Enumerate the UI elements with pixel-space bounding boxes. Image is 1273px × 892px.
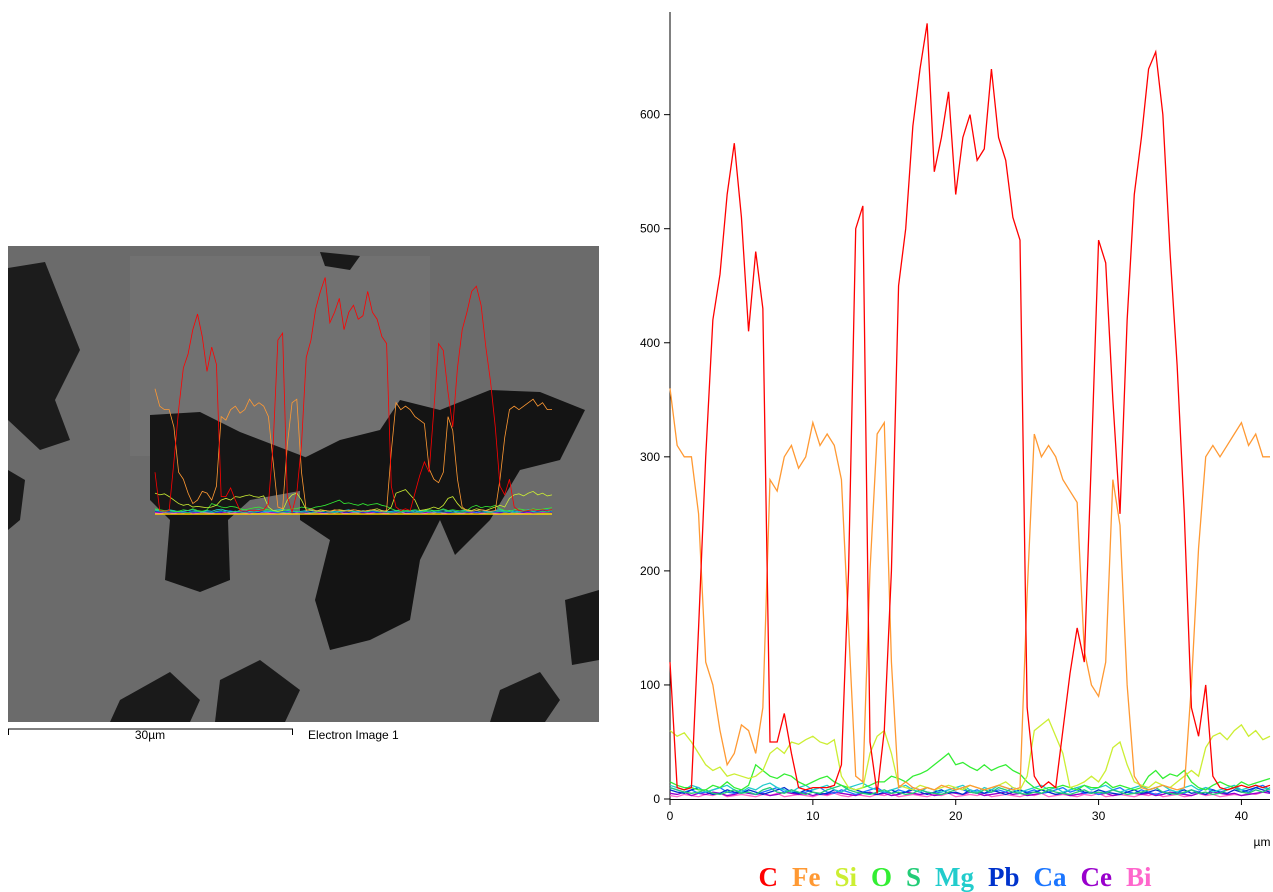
series-line bbox=[669, 752, 1271, 791]
x-tick-label: 30 bbox=[1092, 809, 1106, 823]
series-line bbox=[669, 782, 1271, 793]
legend-entry: C bbox=[758, 862, 778, 892]
series-line bbox=[669, 388, 1270, 791]
inclusion bbox=[490, 672, 560, 722]
x-tick-label: 20 bbox=[949, 809, 963, 823]
y-tick-label: 600 bbox=[640, 108, 660, 122]
image-caption: Electron Image 1 bbox=[308, 728, 399, 742]
legend-entry: S bbox=[906, 862, 921, 892]
inclusion bbox=[110, 672, 200, 722]
legend-entry: Ca bbox=[1034, 862, 1067, 892]
x-tick-label: 0 bbox=[667, 809, 674, 823]
inclusion bbox=[320, 252, 360, 270]
overlay-line bbox=[154, 277, 553, 514]
legend-entry: Ce bbox=[1081, 862, 1112, 892]
y-tick-label: 200 bbox=[640, 564, 660, 578]
electron-image: 30µm Electron Image 1 bbox=[8, 246, 599, 742]
legend-entry: Bi bbox=[1126, 862, 1152, 892]
inclusion bbox=[8, 470, 25, 530]
x-tick-label: 10 bbox=[806, 809, 820, 823]
inclusion bbox=[150, 412, 330, 592]
y-tick-label: 0 bbox=[653, 792, 660, 806]
overlay-line bbox=[154, 509, 553, 514]
series-line bbox=[669, 784, 1271, 796]
legend-entry: O bbox=[871, 862, 892, 892]
inclusion bbox=[8, 262, 80, 450]
series-line bbox=[669, 23, 1271, 794]
inclusion bbox=[215, 660, 300, 722]
y-tick-label: 400 bbox=[640, 336, 660, 350]
x-tick-label: 40 bbox=[1235, 809, 1249, 823]
legend-entry: Si bbox=[834, 862, 857, 892]
y-tick-label: 100 bbox=[640, 678, 660, 692]
overlay-line bbox=[154, 388, 552, 512]
inclusion bbox=[300, 390, 585, 650]
scale-label: 30µm bbox=[135, 728, 165, 742]
overlay-line bbox=[154, 499, 553, 512]
legend-entry: Mg bbox=[935, 862, 974, 892]
legend-entry: Pb bbox=[988, 862, 1020, 892]
y-tick-label: 300 bbox=[640, 450, 660, 464]
inclusion bbox=[565, 590, 599, 665]
x-axis-label: µm bbox=[1254, 835, 1271, 849]
legend-entry: Fe bbox=[792, 862, 820, 892]
y-tick-label: 500 bbox=[640, 222, 660, 236]
overlay-line bbox=[154, 508, 553, 513]
